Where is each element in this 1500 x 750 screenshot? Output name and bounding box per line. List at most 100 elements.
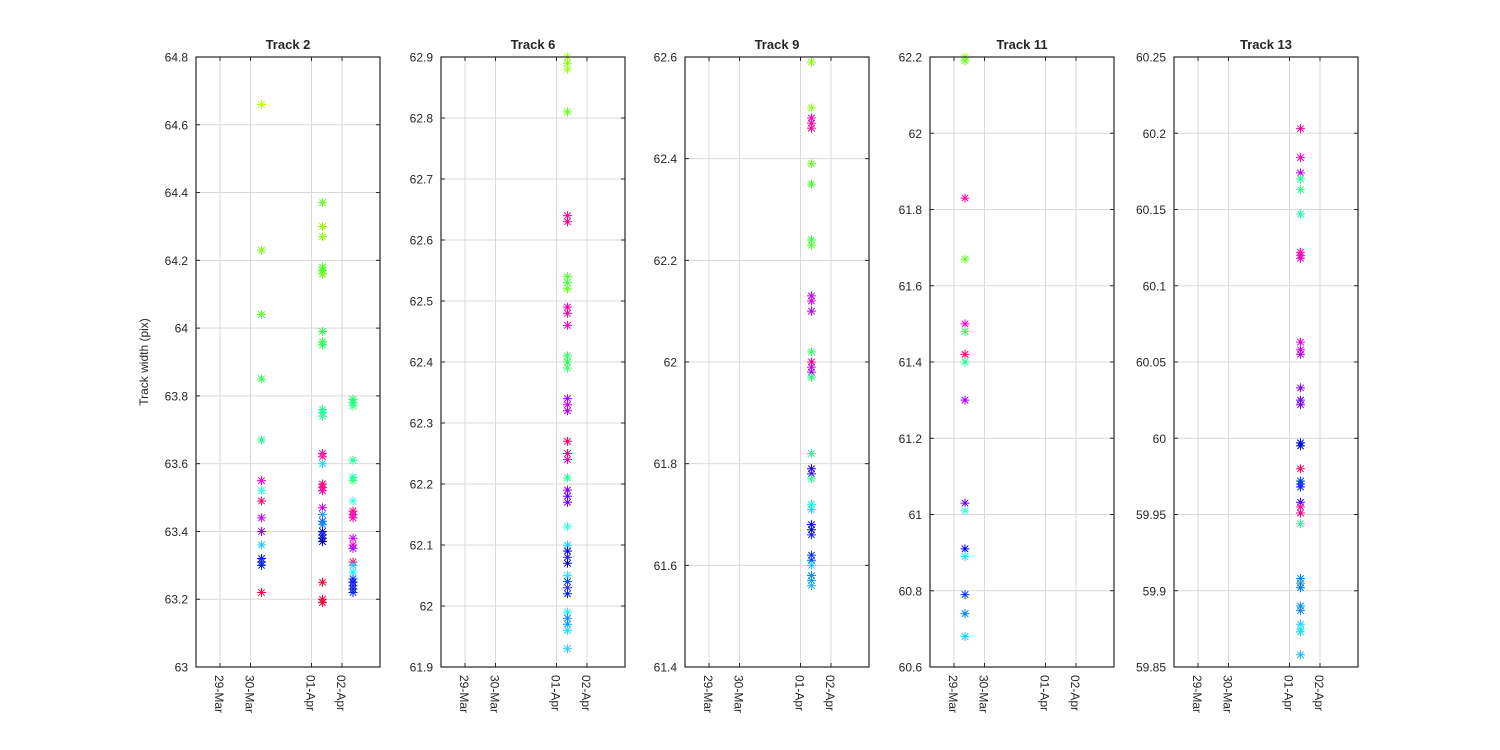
- data-point: [807, 499, 816, 509]
- data-point: [1296, 508, 1305, 518]
- data-point: [807, 530, 816, 540]
- data-points: [257, 99, 358, 608]
- data-point: [1296, 345, 1305, 355]
- data-point: [1296, 519, 1305, 529]
- data-point: [807, 296, 816, 306]
- data-point: [1296, 627, 1305, 637]
- data-point: [1296, 124, 1305, 134]
- y-tick-label: 61.8: [899, 203, 923, 217]
- y-tick-label: 62.9: [410, 51, 434, 65]
- data-point: [960, 632, 970, 641]
- y-tick-label: 62.7: [410, 173, 434, 187]
- data-point: [807, 291, 816, 301]
- data-point: [563, 107, 572, 117]
- data-point: [807, 571, 816, 580]
- data-point: [1296, 482, 1305, 492]
- y-tick-label: 62.2: [899, 51, 923, 65]
- y-tick-label: 64.2: [165, 254, 189, 268]
- data-point: [348, 543, 358, 553]
- data-point: [348, 401, 358, 411]
- data-point: [807, 357, 816, 367]
- data-point: [563, 455, 572, 465]
- data-point: [257, 435, 266, 445]
- data-point: [318, 486, 327, 496]
- data-point: [563, 583, 572, 593]
- data-point: [563, 302, 572, 312]
- data-points: [807, 57, 816, 591]
- data-point: [960, 609, 970, 619]
- x-tick-label: 01-Apr: [1038, 675, 1052, 711]
- subplot-track-4: Track 13 59.85 59.9 59.95 60 60.05 60.1 60.15 60…: [1136, 37, 1359, 713]
- data-point: [318, 577, 327, 587]
- data-point: [348, 496, 358, 506]
- data-point: [960, 56, 970, 66]
- data-point: [563, 272, 572, 282]
- data-point: [960, 193, 970, 203]
- axes-box: [195, 56, 381, 668]
- data-point: [960, 349, 970, 359]
- x-tick-label: 01-Apr: [1282, 675, 1296, 711]
- x-tick-label: 01-Apr: [304, 675, 318, 711]
- data-point: [318, 340, 327, 350]
- data-point: [318, 198, 327, 208]
- data-point: [563, 394, 572, 404]
- data-point: [563, 320, 572, 330]
- x-tick-label: 29-Mar: [1190, 675, 1204, 713]
- data-point: [563, 607, 572, 617]
- data-point: [1296, 464, 1305, 474]
- subplot-track-1: Track 6 61.9 62 62.1 62.2 62.3 62.4 62.5 62.6 62.…: [410, 37, 626, 713]
- y-tick-label: 60.15: [1136, 203, 1166, 217]
- data-point: [563, 217, 572, 227]
- y-tick-label: 64.4: [165, 186, 189, 200]
- x-tick-label: 02-Apr: [1068, 675, 1082, 711]
- data-point: [318, 510, 327, 519]
- data-point: [807, 525, 816, 535]
- data-point: [563, 619, 572, 629]
- x-tick-label: 01-Apr: [793, 675, 807, 711]
- y-tick-label: 63.4: [165, 525, 189, 539]
- data-point: [807, 118, 816, 128]
- data-point: [960, 544, 970, 554]
- y-tick-label: 61.6: [654, 559, 678, 573]
- subplot-title: Track 9: [755, 37, 800, 52]
- data-point: [563, 613, 572, 623]
- data-point: [348, 567, 358, 577]
- y-tick-label: 60.6: [899, 661, 923, 675]
- data-point: [960, 327, 970, 336]
- data-point: [1296, 400, 1305, 410]
- data-point: [257, 245, 266, 255]
- data-point: [807, 235, 816, 245]
- y-tick-label: 62.5: [410, 295, 434, 309]
- data-point: [807, 555, 816, 565]
- data-point: [563, 589, 572, 599]
- data-point: [1296, 574, 1305, 584]
- y-tick-label: 60: [1153, 432, 1167, 446]
- y-tick-label: 63.2: [165, 593, 189, 607]
- subplot-title: Track 2: [266, 37, 311, 52]
- data-point: [257, 496, 266, 506]
- data-point: [563, 64, 572, 74]
- data-point: [318, 327, 327, 336]
- subplot-track-2: Track 9 61.4 61.6 61.8 62 62.2 62.4 62.6 29-Mar 3…: [654, 37, 870, 713]
- data-point: [563, 644, 572, 654]
- x-tick-label: 30-Mar: [732, 675, 746, 713]
- x-tick-label: 02-Apr: [334, 675, 348, 711]
- data-point: [257, 540, 266, 550]
- data-point: [807, 372, 816, 382]
- data-point: [563, 449, 572, 458]
- y-tick-label: 62.1: [410, 539, 434, 553]
- x-tick-label: 30-Mar: [488, 675, 502, 713]
- y-tick-label: 61.9: [410, 661, 434, 675]
- data-point: [318, 232, 327, 242]
- x-tick-label: 01-Apr: [549, 675, 563, 711]
- data-point: [563, 363, 572, 373]
- data-point: [807, 179, 816, 189]
- data-point: [348, 455, 358, 465]
- data-point: [563, 491, 572, 501]
- subplot-track-3: Track 11 60.6 60.8 61 61.2 61.4 61.6 61.8 62 62.2…: [899, 37, 1115, 713]
- data-point: [960, 395, 970, 405]
- data-point: [1296, 168, 1305, 178]
- data-point: [807, 113, 816, 123]
- data-point: [563, 577, 572, 587]
- data-point: [807, 103, 816, 113]
